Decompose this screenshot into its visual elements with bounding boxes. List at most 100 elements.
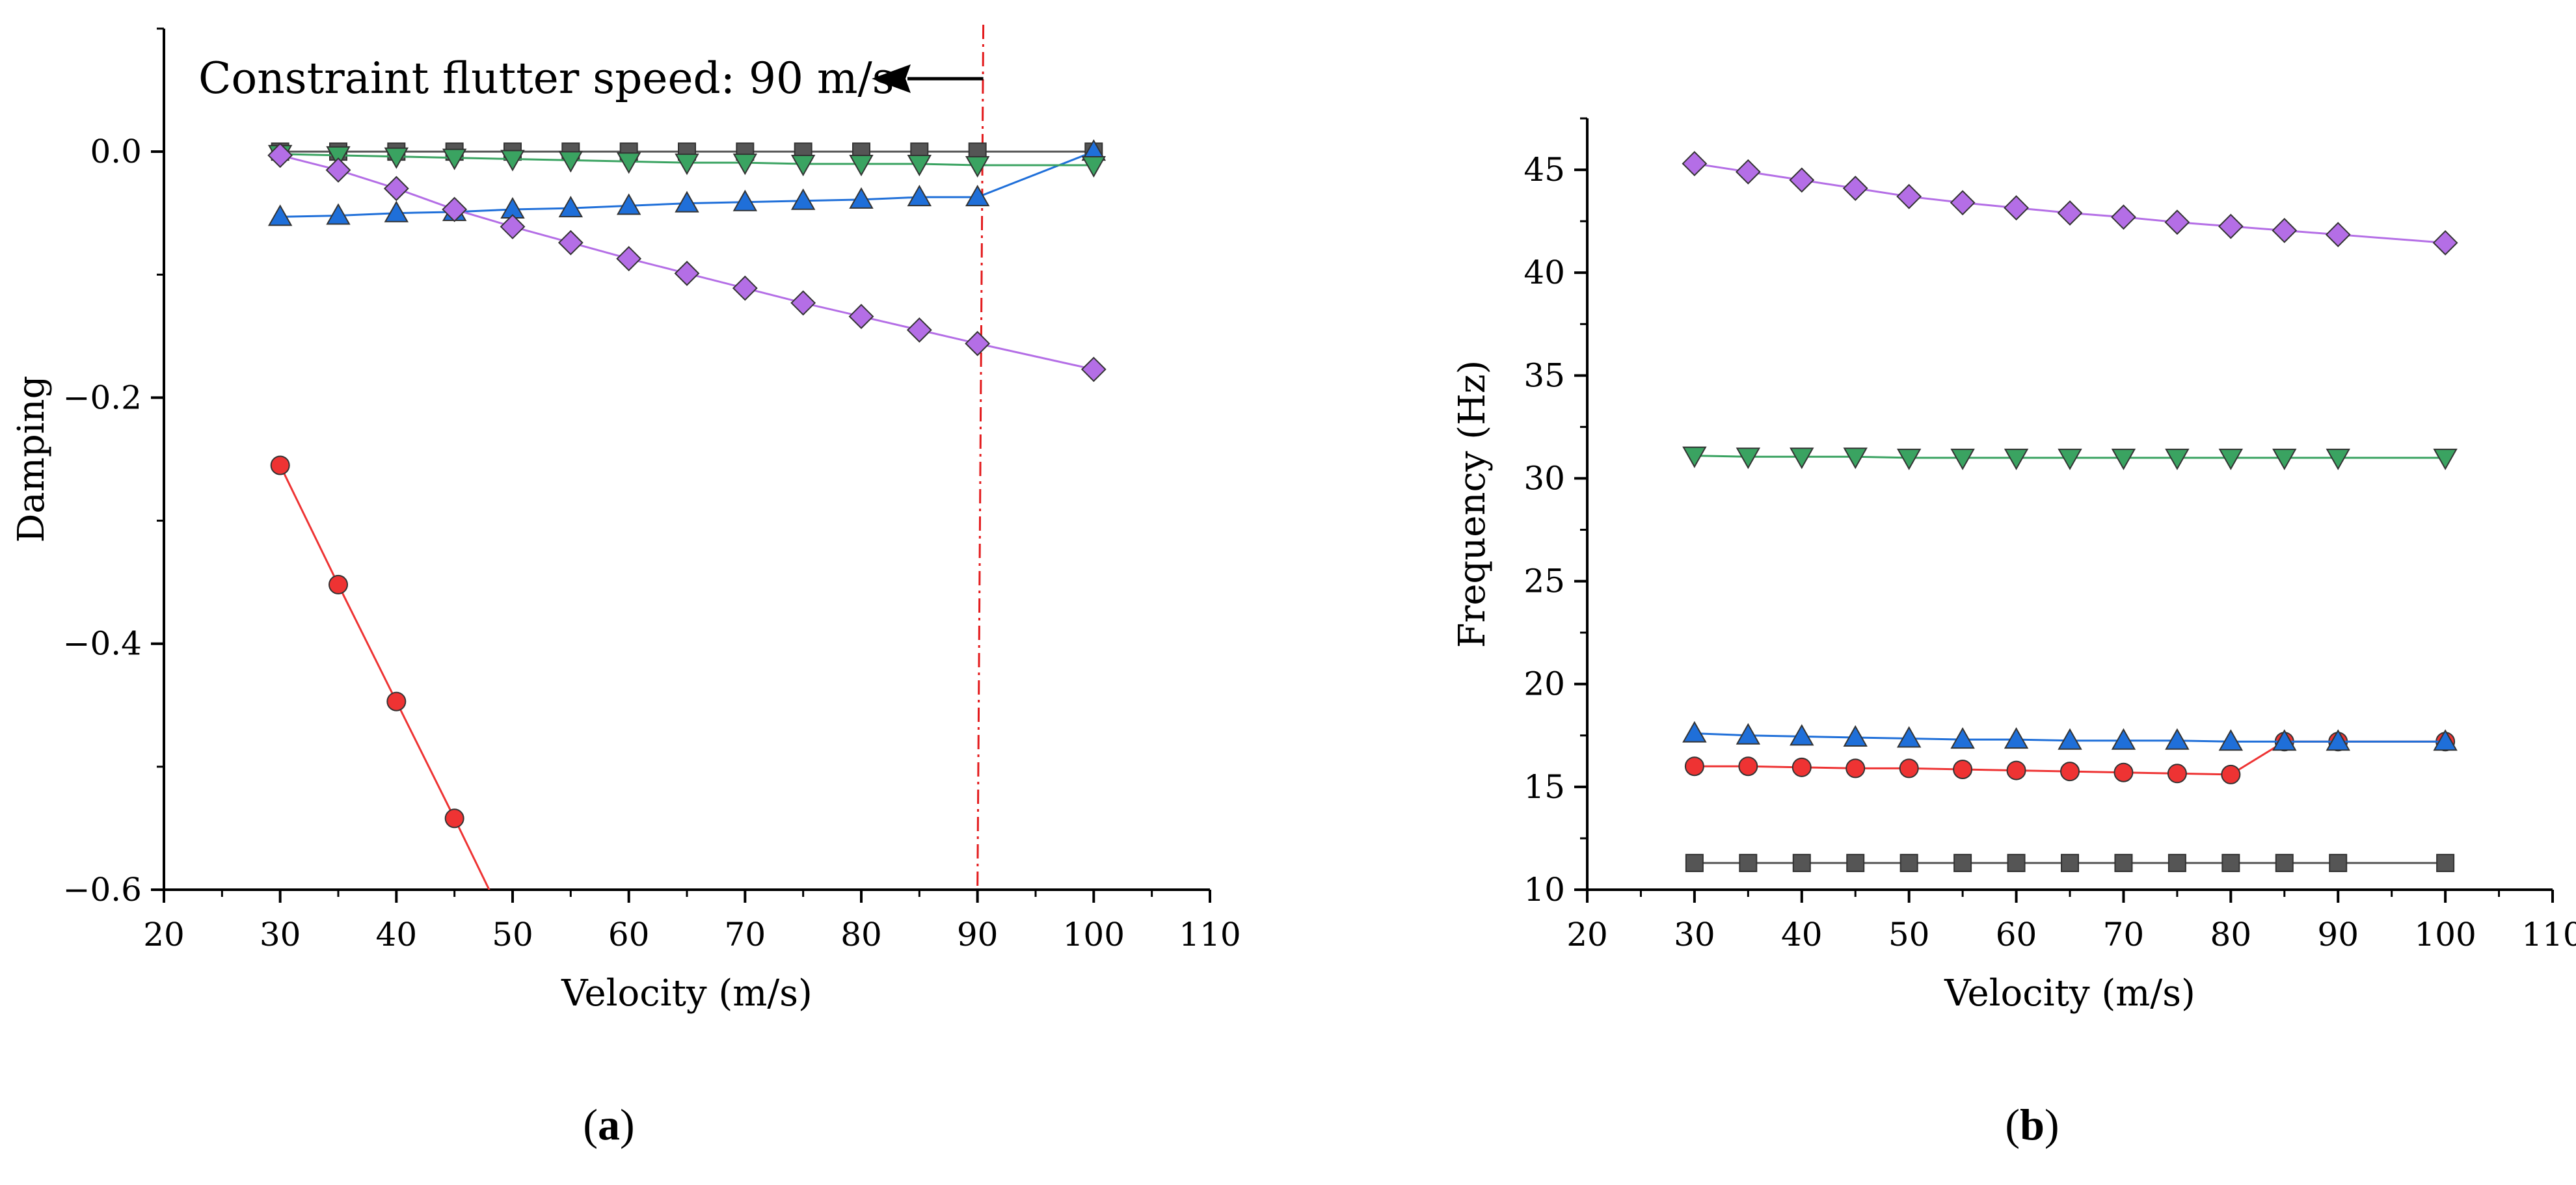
mode-5-point [2057,200,2083,226]
y-tick-label: 0.0 [90,133,142,170]
mode-4-point [2433,448,2458,470]
mode-5-point [965,330,991,356]
mode-4-point [1081,155,1107,178]
mode-2-point [1953,759,1973,779]
panel-label-b: (b) [2005,1100,2059,1149]
mode-4-point [442,148,467,170]
y-tick-label: 40 [1523,254,1565,291]
mode-4-line [1694,455,2446,459]
mode-2-point [2167,764,2187,784]
mode-5-point [2272,217,2298,243]
mode-4-point [384,147,409,169]
mode-5-point [500,214,526,239]
x-tick-label-30: 30 [1674,916,1715,953]
x-tick-label-80: 80 [840,916,882,953]
y-tick-label: 25 [1523,563,1565,600]
chart-b: 20 30 40 50 60 70 80 90 100 110 10 15 20 25 30 35 40 45 Ve… [1451,117,2576,1015]
mode-4-point [965,155,990,178]
y-tick-label: −0.2 [63,379,142,416]
mode-5-point [557,230,584,256]
mode-4-point [558,151,584,173]
mode-4-point [1790,447,1814,470]
mode-1-point [2221,853,2240,872]
mode-1-point [2114,853,2133,872]
y-tick-label: −0.6 [63,871,142,909]
mode-1-point [1685,853,1704,872]
panel-label-b-text: b [2020,1100,2045,1149]
mode-3-point [675,191,699,213]
x-tick-label-90: 90 [957,916,999,953]
mode-2-point [2006,760,2026,780]
mode-3-point [558,196,584,218]
x-tick-label-70: 70 [2103,916,2145,953]
mode-4-point [616,152,641,174]
mode-5-point [2325,222,2351,248]
mode-3-point [2433,729,2458,751]
mode-4-point [1896,448,1922,470]
panel-label-a: (a) [583,1100,635,1149]
x-tick-label-100: 100 [2414,916,2476,953]
mode-4-point [2058,448,2082,470]
x-tick-label-110: 110 [1179,916,1241,953]
mode-1-point [2061,853,2079,872]
x-tick-label-20: 20 [1566,916,1608,953]
y-tick-label: 15 [1523,768,1565,806]
mode-1-point [2007,853,2026,872]
mode-2-point [2060,762,2080,782]
x-tick-label-30: 30 [260,916,301,953]
x-tick-label-90: 90 [2317,916,2359,953]
mode-5-point [1842,176,1868,201]
mode-3-point [1682,721,1707,743]
mode-2-point [486,893,504,911]
x-tick-label-40: 40 [376,916,418,953]
mode-3-point [616,193,641,215]
mode-5-point [2218,213,2244,239]
mode-5-point [442,196,468,222]
mode-5-point [1950,190,1976,216]
x-tick-label-70: 70 [725,916,766,953]
mode-5-point [674,260,700,286]
y-tick-label: −0.4 [63,625,142,663]
mode-5-point [616,246,642,272]
mode-3-point [1896,726,1922,748]
mode-2-point [1845,758,1866,779]
mode-4-point [2272,448,2297,470]
mode-3-point [1843,725,1868,747]
mode-2-point [386,691,407,712]
mode-5-point [790,290,816,316]
x-tick-label-50: 50 [1888,916,1930,953]
mode-5-point [383,176,409,202]
mode-4-point [1736,447,1761,470]
mode-5-point [2432,230,2458,256]
y-tick-label: 35 [1523,356,1565,394]
plot-area [267,139,1107,911]
mode-5-point [2004,195,2029,220]
mode-4-point [2111,448,2136,470]
mode-3-point [732,189,758,211]
y-tick-label: 10 [1523,871,1565,909]
mode-1-point [1739,853,1758,872]
x-tick-label-80: 80 [2210,916,2252,953]
chart-a: 20 30 40 50 60 70 80 90 100 110 −0.6 −0.4 −0.2 0.0 Vel… [10,24,1241,1015]
mode-5-point [1896,183,1922,209]
mode-3-point [849,187,874,209]
mode-2-point [270,455,290,475]
mode-4-point [732,153,758,176]
mode-4-point [790,155,816,177]
mode-3-point [2058,728,2082,750]
y-axis-title: Damping [10,375,53,542]
mode-4-point [907,155,932,177]
y-tick-label: 30 [1523,459,1565,497]
mode-3-point [2111,728,2136,750]
mode-4-point [326,146,351,168]
annotation-arrow-head [872,64,911,93]
mode-5-point [2111,204,2136,230]
mode-4-line [280,153,1094,166]
x-tick-label-20: 20 [143,916,185,953]
mode-4-point [2326,448,2350,470]
y-axis-title: Frequency (Hz) [1451,360,1494,648]
panel-label-a-text: a [598,1100,620,1149]
mode-5-point [906,317,932,343]
x-axis-title: Velocity (m/s) [561,972,812,1015]
